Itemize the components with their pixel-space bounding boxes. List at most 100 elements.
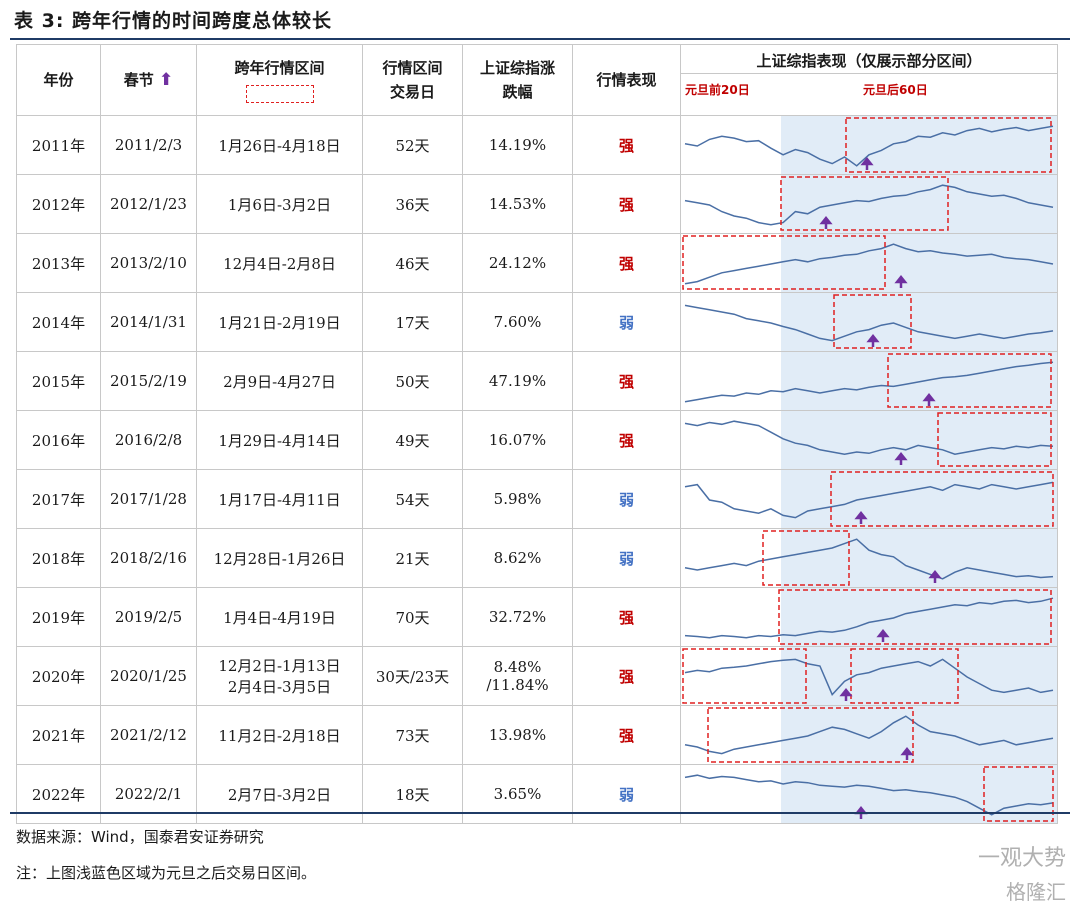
spring-festival-arrow-icon	[876, 628, 890, 642]
col-header-range: 跨年行情区间	[196, 44, 363, 116]
index-line	[684, 243, 1054, 285]
gain-text: 14.53%	[488, 195, 547, 213]
gain-text: 32.72%	[488, 608, 547, 626]
gain-text: 3.65%	[493, 785, 542, 803]
cell-spring-date: 2020/1/25	[100, 646, 197, 706]
index-line	[684, 715, 1054, 755]
year-text: 2014年	[31, 313, 86, 332]
spring-festival-arrow-icon	[928, 569, 942, 583]
table-row: 2022年 2022/2/1 2月7日-3月2日 18天 3.65% 弱	[16, 764, 1058, 824]
post-new-year-shade	[781, 293, 1057, 351]
year-text: 2017年	[31, 490, 86, 509]
performance-badge: 强	[618, 195, 634, 214]
cell-chart	[680, 292, 1058, 352]
cell-performance: 强	[572, 587, 681, 647]
cell-performance: 强	[572, 410, 681, 470]
cell-chart	[680, 351, 1058, 411]
cell-gain: 13.98%	[462, 705, 573, 765]
table-row: 2018年 2018/2/16 12月28日-1月26日 21天 8.62% 弱	[16, 528, 1058, 588]
cell-year: 2013年	[16, 233, 101, 293]
cell-range: 1月26日-4月18日	[196, 115, 363, 175]
cell-days: 18天	[362, 764, 463, 824]
spring-festival-arrow-icon	[854, 510, 868, 524]
table-row: 2011年 2011/2/3 1月26日-4月18日 52天 14.19% 强	[16, 115, 1058, 175]
table-row: 2015年 2015/2/19 2月9日-4月27日 50天 47.19% 强	[16, 351, 1058, 411]
cell-gain: 3.65%	[462, 764, 573, 824]
rally-range-box	[762, 530, 850, 586]
cell-range: 1月4日-4月19日	[196, 587, 363, 647]
gain-text: 47.19%	[488, 372, 547, 390]
spring-festival-arrow-icon	[839, 687, 853, 701]
sparkline-chart	[684, 411, 1057, 469]
performance-badge: 弱	[618, 490, 634, 509]
cell-chart	[680, 646, 1058, 706]
gain-text: 24.12%	[488, 254, 547, 272]
spring-date-text: 2021/2/12	[110, 726, 187, 744]
index-line	[684, 125, 1054, 167]
spring-festival-arrow-icon	[866, 333, 880, 347]
range-text: 1月17日-4月11日	[218, 490, 341, 509]
cell-year: 2021年	[16, 705, 101, 765]
gain-text: 8.62%	[493, 549, 542, 567]
index-line	[684, 658, 1054, 696]
sparkline-chart	[682, 647, 1057, 705]
cell-days: 17天	[362, 292, 463, 352]
year-text: 2021年	[31, 726, 86, 745]
sparkline-chart	[684, 765, 1057, 823]
sparkline-chart	[684, 706, 1057, 764]
col-header-spring: 春节 ⬆	[100, 44, 197, 116]
index-line	[684, 304, 1054, 342]
post-new-year-shade	[781, 234, 1057, 292]
cell-days: 46天	[362, 233, 463, 293]
top-rule	[10, 38, 1070, 40]
col-header-chart-label: 上证综指表现（仅展示部分区间）	[756, 52, 982, 70]
watermark: 一观大势 格隆汇	[978, 840, 1066, 905]
spring-date-text: 2011/2/3	[114, 136, 183, 154]
rally-range-box	[887, 353, 1052, 408]
post-new-year-shade	[781, 175, 1057, 233]
cell-spring-date: 2017/1/28	[100, 469, 197, 529]
col-header-range-label: 跨年行情区间	[234, 59, 325, 77]
rally-range-box	[833, 294, 912, 349]
cell-spring-date: 2016/2/8	[100, 410, 197, 470]
days-text: 50天	[395, 372, 430, 391]
index-line	[684, 184, 1054, 226]
sparkline-chart	[684, 116, 1057, 174]
spring-date-text: 2017/1/28	[110, 490, 187, 508]
cell-gain: 8.48%/11.84%	[462, 646, 573, 706]
cell-spring-date: 2018/2/16	[100, 528, 197, 588]
performance-badge: 强	[618, 608, 634, 627]
table-row: 2019年 2019/2/5 1月4日-4月19日 70天 32.72% 强	[16, 587, 1058, 647]
cell-year: 2019年	[16, 587, 101, 647]
cell-days: 70天	[362, 587, 463, 647]
performance-badge: 弱	[618, 549, 634, 568]
performance-badge: 强	[618, 254, 634, 273]
cell-spring-date: 2013/2/10	[100, 233, 197, 293]
up-arrow-icon: ⬆	[159, 70, 174, 90]
cell-performance: 弱	[572, 764, 681, 824]
spring-date-text: 2019/2/5	[114, 608, 183, 626]
year-text: 2019年	[31, 608, 86, 627]
cell-spring-date: 2011/2/3	[100, 115, 197, 175]
spring-festival-arrow-icon	[894, 274, 908, 288]
post-new-year-shade	[781, 411, 1057, 469]
range-text: 2月9日-4月27日	[223, 372, 336, 391]
spring-date-text: 2022/2/1	[114, 785, 183, 803]
cell-days: 50天	[362, 351, 463, 411]
days-text: 73天	[395, 726, 430, 745]
spring-date-text: 2012/1/23	[110, 195, 187, 213]
cell-gain: 14.53%	[462, 174, 573, 234]
days-text: 36天	[395, 195, 430, 214]
table-title: 表 3: 跨年行情的时间跨度总体较长	[14, 10, 333, 32]
cell-range: 12月2日-1月13日 2月4日-3月5日	[196, 646, 363, 706]
spring-festival-arrow-icon	[922, 392, 936, 406]
year-text: 2022年	[31, 785, 86, 804]
watermark-line1: 一观大势	[977, 846, 1066, 871]
cell-performance: 强	[572, 233, 681, 293]
spring-festival-arrow-icon	[894, 451, 908, 465]
spring-date-text: 2020/1/25	[110, 667, 187, 685]
post-new-year-shade	[781, 706, 1057, 764]
gain-text: 13.98%	[488, 726, 547, 744]
dashed-box-legend-icon	[245, 84, 314, 103]
sparkline-chart	[684, 352, 1057, 410]
